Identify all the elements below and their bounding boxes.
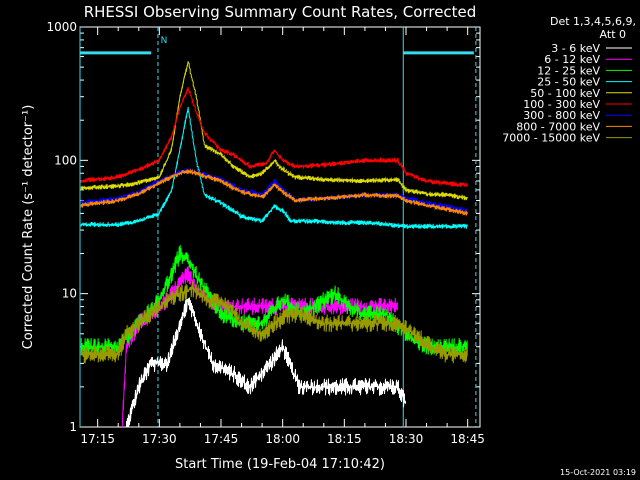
x-tick-label: 17:15: [80, 432, 115, 446]
timestamp: 15-Oct-2021 03:19: [560, 468, 636, 477]
x-tick-label: 17:30: [142, 432, 177, 446]
x-tick-label: 18:45: [450, 432, 485, 446]
flag-label: N: [161, 36, 168, 46]
legend-label: 50 - 100 keV: [530, 87, 600, 100]
y-axis-label: Corrected Count Rate (s⁻¹ detector⁻¹): [21, 105, 36, 350]
plot-area: 1 10 100 1000 17:15 17:30 17:45 18:00 18:15 18:30…: [46, 20, 485, 446]
series-line: [80, 86, 468, 187]
legend-title: Det 1,3,4,5,6,9,: [550, 15, 636, 28]
x-axis-label: Start Time (19-Feb-04 17:10:42): [175, 457, 385, 472]
chart-title: RHESSI Observing Summary Count Rates, Co…: [84, 3, 477, 21]
series-line: [80, 168, 468, 217]
series-line: [80, 167, 468, 213]
y-tick-label: 10: [62, 287, 77, 301]
x-tick-label: 18:30: [389, 432, 424, 446]
y-tick-label: 1000: [46, 20, 77, 34]
legend-label: 100 - 300 keV: [523, 98, 600, 111]
legend-label: 800 - 7000 keV: [516, 120, 600, 133]
x-tick-label: 18:00: [265, 432, 300, 446]
series-line: [80, 281, 468, 364]
series-line: [80, 244, 468, 356]
legend-label: 25 - 50 keV: [537, 76, 600, 89]
y-tick-label: 100: [54, 153, 77, 167]
y-tick-label: 1: [69, 420, 77, 434]
legend-label: 300 - 800 keV: [523, 109, 600, 122]
legend-label: 6 - 12 keV: [544, 53, 600, 66]
x-tick-label: 18:15: [327, 432, 362, 446]
series-line: [126, 297, 406, 428]
legend-label: 12 - 25 keV: [537, 64, 600, 77]
x-tick-label: 17:45: [204, 432, 239, 446]
legend-label: 7000 - 15000 keV: [502, 132, 600, 145]
legend-subtitle: Att 0: [600, 28, 626, 41]
series-line: [80, 106, 468, 231]
legend-label: 3 - 6 keV: [551, 42, 600, 55]
series-line: [80, 61, 468, 201]
